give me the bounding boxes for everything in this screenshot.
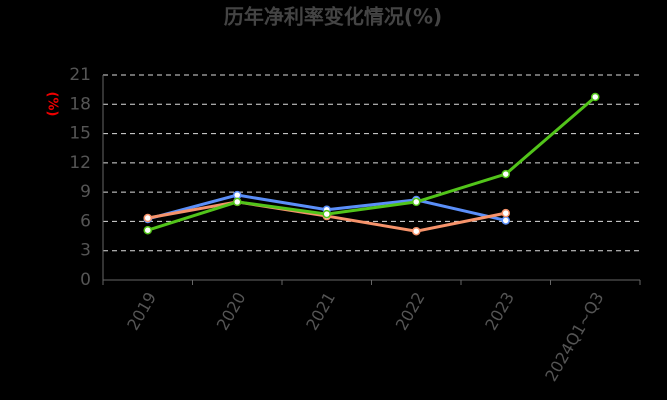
y-tick-label: 21	[69, 65, 91, 85]
x-tick-label: 2020	[213, 289, 250, 334]
x-tick-label: 2021	[302, 289, 339, 334]
y-tick-label: 15	[69, 124, 91, 144]
y-tick-label: 12	[69, 153, 91, 173]
y-tick-label: 3	[80, 241, 91, 261]
y-tick-label: 9	[80, 182, 91, 202]
y-tick-label: 6	[80, 211, 91, 231]
x-tick-label: 2024Q1~Q3	[541, 289, 607, 385]
data-point	[233, 190, 242, 200]
x-tick-label: 2022	[392, 289, 429, 334]
data-point	[412, 226, 421, 236]
y-tick-label: 0	[80, 270, 91, 290]
data-point	[143, 213, 152, 223]
x-tick-label: 2019	[123, 289, 160, 334]
data-point	[501, 169, 510, 179]
x-tick-label: 2023	[481, 289, 518, 334]
data-point	[591, 92, 600, 102]
data-point	[233, 197, 242, 207]
data-point	[412, 197, 421, 207]
data-point	[501, 208, 510, 218]
series-line	[147, 95, 597, 232]
y-axis-label: (%)	[45, 92, 60, 117]
data-point	[322, 209, 331, 219]
chart-title: 历年净利率变化情况(%)	[224, 5, 442, 29]
data-point	[143, 225, 152, 235]
data-point	[501, 216, 510, 225]
y-tick-label: 18	[69, 94, 91, 114]
